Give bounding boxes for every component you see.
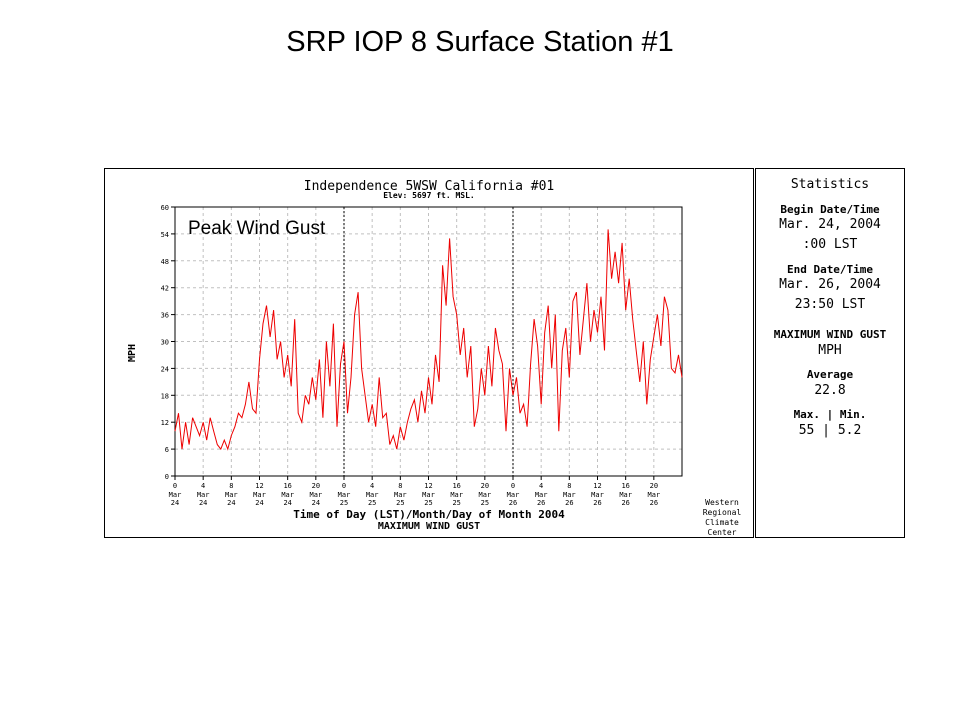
attribution-line: Climate <box>705 518 739 527</box>
x-tick-month: Mar <box>450 491 463 499</box>
series-line <box>174 229 683 451</box>
chart-subtitle: Elev: 5697 ft. MSL. <box>383 191 475 200</box>
x-tick-hour: 8 <box>567 482 571 490</box>
x-tick-day: 24 <box>171 499 179 507</box>
x-tick-month: Mar <box>310 491 323 499</box>
series-layer <box>174 229 683 451</box>
x-tick-day: 24 <box>312 499 320 507</box>
x-tick-month: Mar <box>507 491 520 499</box>
x-tick-day: 26 <box>621 499 629 507</box>
x-tick-day: 25 <box>424 499 432 507</box>
x-tick-hour: 4 <box>201 482 205 490</box>
y-tick-label: 42 <box>161 285 169 293</box>
x-tick-month: Mar <box>479 491 492 499</box>
x-tick-day: 25 <box>368 499 376 507</box>
x-tick-hour: 12 <box>255 482 263 490</box>
y-tick-label: 6 <box>165 446 169 454</box>
x-tick-hour: 16 <box>452 482 460 490</box>
begin-time: :00 LST <box>802 237 858 252</box>
x-axis-label-secondary: MAXIMUM WIND GUST <box>378 521 480 532</box>
y-tick-label: 24 <box>161 365 169 373</box>
x-tick-hour: 20 <box>481 482 489 490</box>
x-tick-day: 25 <box>396 499 404 507</box>
x-axis-ticks: 0Mar244Mar248Mar2412Mar2416Mar2420Mar240… <box>169 476 660 507</box>
y-tick-label: 0 <box>165 473 169 481</box>
y-tick-label: 60 <box>161 204 169 212</box>
end-time: 23:50 LST <box>794 297 866 312</box>
x-tick-month: Mar <box>281 491 294 499</box>
wrcc-attribution: Western Regional Climate Center <box>703 498 742 537</box>
x-tick-hour: 12 <box>424 482 432 490</box>
x-tick-day: 24 <box>255 499 263 507</box>
grid-lines <box>175 207 683 476</box>
begin-datetime-label: Begin Date/Time <box>780 203 880 216</box>
x-tick-day: 24 <box>283 499 291 507</box>
x-tick-month: Mar <box>563 491 576 499</box>
x-tick-day: 26 <box>593 499 601 507</box>
x-tick-month: Mar <box>338 491 351 499</box>
x-tick-hour: 20 <box>650 482 658 490</box>
x-tick-day: 26 <box>650 499 658 507</box>
page-title: SRP IOP 8 Surface Station #1 <box>286 26 674 58</box>
x-tick-day: 25 <box>481 499 489 507</box>
chart-panel: Independence 5WSW California #01 Elev: 5… <box>104 168 754 538</box>
y-tick-label: 54 <box>161 231 169 239</box>
begin-date: Mar. 24, 2004 <box>779 217 881 232</box>
x-tick-month: Mar <box>225 491 238 499</box>
x-tick-month: Mar <box>422 491 435 499</box>
x-axis-label: Time of Day (LST)/Month/Day of Month 200… <box>293 508 565 521</box>
attribution-line: Regional <box>703 508 742 517</box>
x-tick-hour: 0 <box>511 482 515 490</box>
attribution-line: Center <box>708 528 737 537</box>
x-tick-hour: 12 <box>593 482 601 490</box>
y-tick-label: 12 <box>161 419 169 427</box>
x-tick-day: 24 <box>199 499 207 507</box>
chart-title: Independence 5WSW California #01 <box>304 179 554 194</box>
end-date: Mar. 26, 2004 <box>779 277 881 292</box>
average-value: 22.8 <box>814 383 846 398</box>
y-axis-label: MPH <box>127 344 138 362</box>
x-tick-day: 25 <box>340 499 348 507</box>
y-tick-label: 30 <box>161 339 169 347</box>
y-tick-label: 18 <box>161 392 169 400</box>
x-tick-month: Mar <box>648 491 661 499</box>
average-label: Average <box>806 368 854 381</box>
element-label: MAXIMUM WIND GUST <box>773 328 887 341</box>
y-axis-ticks: 0 6 12 18 24 30 36 42 48 54 60 <box>161 204 175 481</box>
x-tick-hour: 16 <box>283 482 291 490</box>
x-tick-month: Mar <box>394 491 407 499</box>
x-tick-month: Mar <box>619 491 632 499</box>
wind-gust-chart: Independence 5WSW California #01 Elev: 5… <box>127 179 742 537</box>
x-tick-hour: 4 <box>370 482 374 490</box>
x-tick-hour: 0 <box>173 482 177 490</box>
x-tick-hour: 0 <box>342 482 346 490</box>
statistics-title: Statistics <box>790 177 870 192</box>
x-tick-day: 24 <box>227 499 235 507</box>
x-tick-month: Mar <box>253 491 266 499</box>
y-tick-label: 48 <box>161 258 169 266</box>
x-tick-day: 26 <box>565 499 573 507</box>
attribution-line: Western <box>705 498 739 507</box>
end-datetime-label: End Date/Time <box>786 263 874 276</box>
x-tick-hour: 8 <box>229 482 233 490</box>
y-tick-label: 36 <box>161 312 169 320</box>
x-tick-month: Mar <box>169 491 182 499</box>
x-tick-month: Mar <box>591 491 604 499</box>
element-unit: MPH <box>818 343 842 358</box>
inner-series-label: Peak Wind Gust <box>188 218 326 239</box>
maxmin-label: Max. | Min. <box>793 408 867 421</box>
x-tick-day: 26 <box>537 499 545 507</box>
x-tick-month: Mar <box>366 491 379 499</box>
x-tick-hour: 8 <box>398 482 402 490</box>
x-tick-month: Mar <box>197 491 210 499</box>
x-tick-month: Mar <box>535 491 548 499</box>
x-tick-hour: 16 <box>621 482 629 490</box>
x-tick-hour: 20 <box>312 482 320 490</box>
x-tick-hour: 4 <box>539 482 543 490</box>
statistics-panel: Statistics Begin Date/Time Mar. 24, 2004… <box>755 168 905 538</box>
maxmin-value: 55 | 5.2 <box>798 423 862 438</box>
x-tick-day: 25 <box>452 499 460 507</box>
x-tick-day: 26 <box>509 499 517 507</box>
